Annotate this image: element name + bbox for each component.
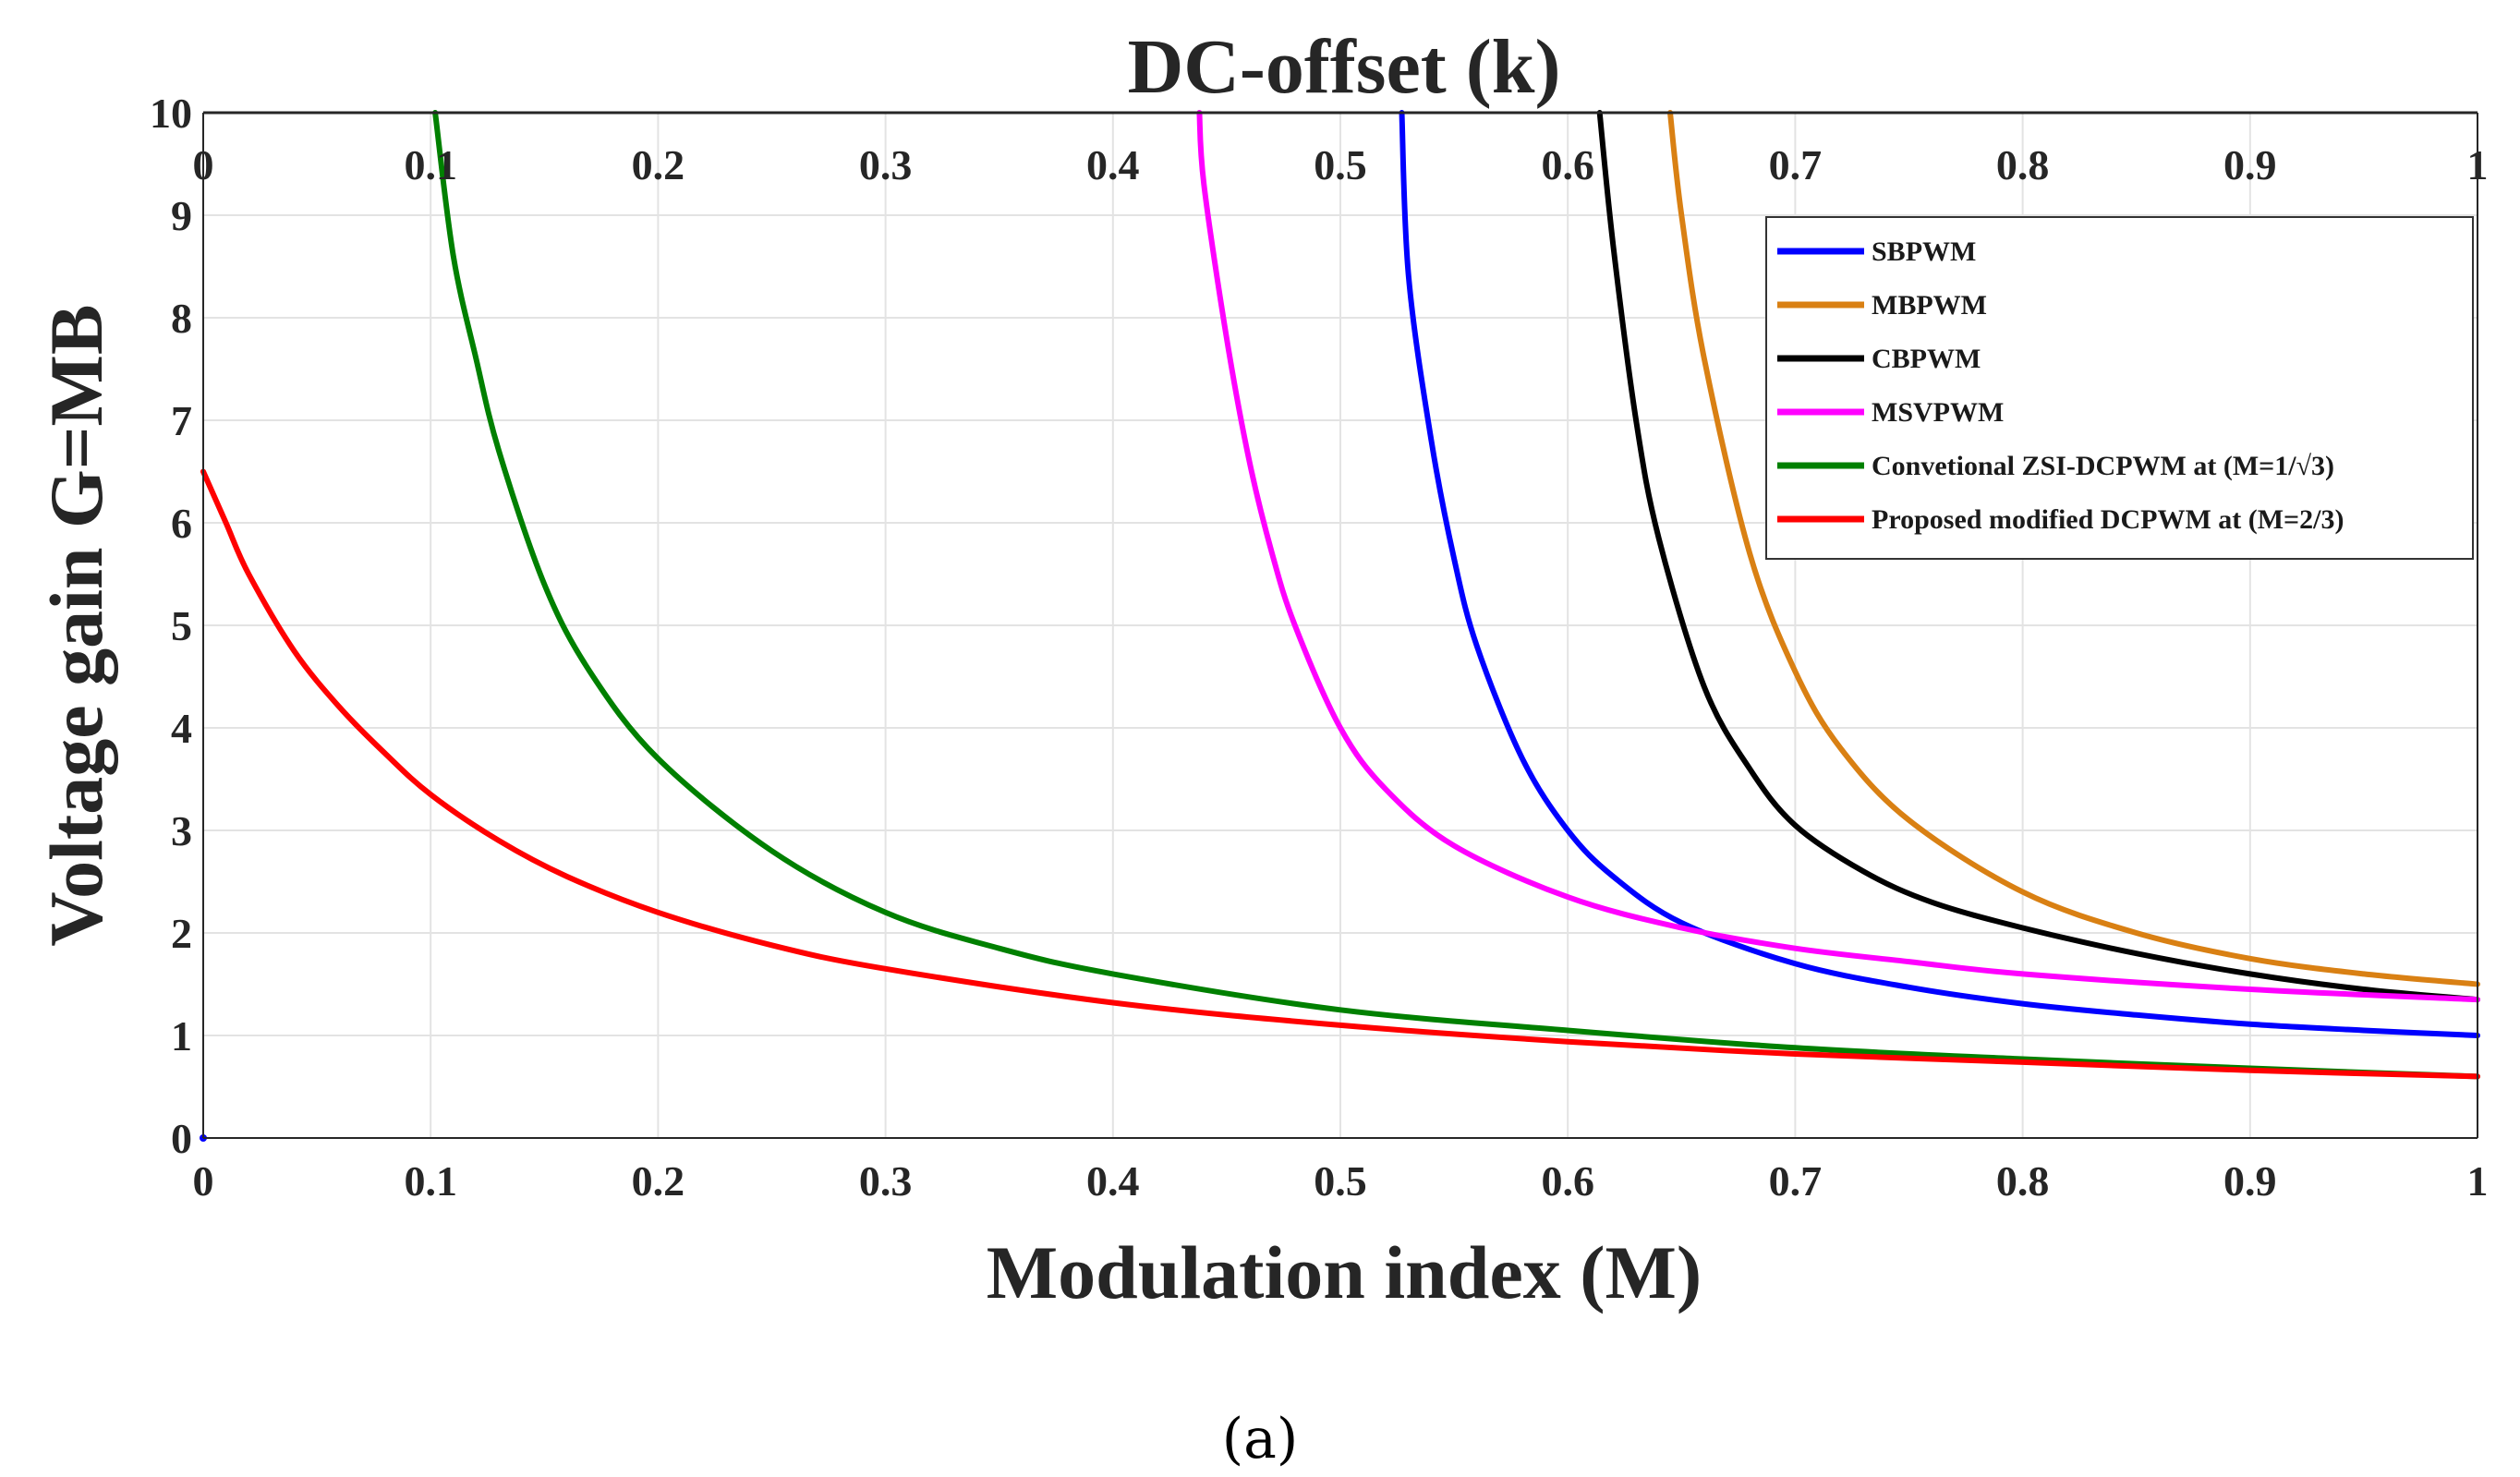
series-line-mbpwm xyxy=(1667,110,2480,987)
x-tick-label: 0.1 xyxy=(404,1157,457,1205)
x-top-tick-label: 0.1 xyxy=(404,141,457,188)
x-axis-label: Modulation index (M) xyxy=(987,1230,1702,1314)
x-tick-label: 0.2 xyxy=(632,1157,685,1205)
series-line-msvpwm xyxy=(1196,110,2480,1003)
x-tick-label: 0.5 xyxy=(1314,1157,1367,1205)
x-top-tick-label: 0.4 xyxy=(1086,141,1140,188)
series-lines xyxy=(200,110,2480,1142)
x-tick-label: 0.4 xyxy=(1086,1157,1140,1205)
x-top-tick-label: 0.2 xyxy=(632,141,685,188)
x-tick-label: 0.6 xyxy=(1541,1157,1594,1205)
y-tick-label: 7 xyxy=(171,397,192,444)
y-tick-label: 5 xyxy=(171,602,192,649)
y-tick-label: 2 xyxy=(171,910,192,957)
x-top-tick-label: 0.9 xyxy=(2223,141,2277,188)
y-tick-label: 8 xyxy=(171,295,192,342)
legend-label-conventional-zsi-dcpwm: Convetional ZSI-DCPWM at (M=1/√3) xyxy=(1872,451,2334,481)
legend-box xyxy=(1765,216,2474,560)
x-top-tick-label: 0.6 xyxy=(1541,141,1594,188)
y-tick-label: 9 xyxy=(171,192,192,239)
y-axis-label: Voltage gain G=MB xyxy=(34,304,118,946)
x-tick-label: 0 xyxy=(193,1157,214,1205)
y-tick-label: 4 xyxy=(171,705,192,752)
y-tick-label: 6 xyxy=(171,500,192,547)
y-tick-label: 1 xyxy=(171,1012,192,1059)
x-top-tick-label: 0 xyxy=(193,141,214,188)
series-line-cbpwm xyxy=(1596,110,2480,1003)
legend-label-proposed-modified-dcpwm: Proposed modified DCPWM at (M=2/3) xyxy=(1872,504,2344,535)
legend-label-mbpwm: MBPWM xyxy=(1872,290,1987,321)
x-tick-label: 0.3 xyxy=(859,1157,913,1205)
x-tick-label: 0.8 xyxy=(1996,1157,2050,1205)
y-tick-label: 3 xyxy=(171,807,192,854)
y-tick-label: 10 xyxy=(150,90,192,137)
chart-title: DC-offset (k) xyxy=(1128,24,1561,110)
legend-label-msvpwm: MSVPWM xyxy=(1872,397,2004,428)
x-tick-label: 0.9 xyxy=(2223,1157,2277,1205)
x-tick-label: 1 xyxy=(2467,1157,2489,1205)
legend-label-cbpwm: CBPWM xyxy=(1872,344,1981,374)
y-tick-label: 0 xyxy=(171,1115,192,1162)
legend: SBPWM MBPWM CBPWM MSVPWM Convetional ZSI-DCP… xyxy=(1765,216,2474,560)
x-top-tick-label: 0.7 xyxy=(1769,141,1823,188)
x-tick-label: 0.7 xyxy=(1769,1157,1823,1205)
x-top-tick-label: 0.3 xyxy=(859,141,913,188)
series-line-conventional-zsi-dcpwm xyxy=(432,110,2480,1080)
series-line-sbpwm xyxy=(1399,110,2480,1038)
x-top-tick-label: 1 xyxy=(2467,141,2489,188)
legend-label-sbpwm: SBPWM xyxy=(1872,236,1976,267)
figure-caption: (a) xyxy=(1222,1407,1299,1471)
tick-labels: 0 0.1 0.2 0.3 0.4 0.5 0.6 0.7 0.8 0.9 10 0.1 0.2 0.3 0… xyxy=(150,90,2489,1205)
x-top-tick-label: 0.5 xyxy=(1314,141,1367,188)
series-line-proposed-modified-dcpwm xyxy=(200,468,2480,1080)
x-top-tick-label: 0.8 xyxy=(1996,141,2050,188)
axes xyxy=(202,111,2478,1139)
